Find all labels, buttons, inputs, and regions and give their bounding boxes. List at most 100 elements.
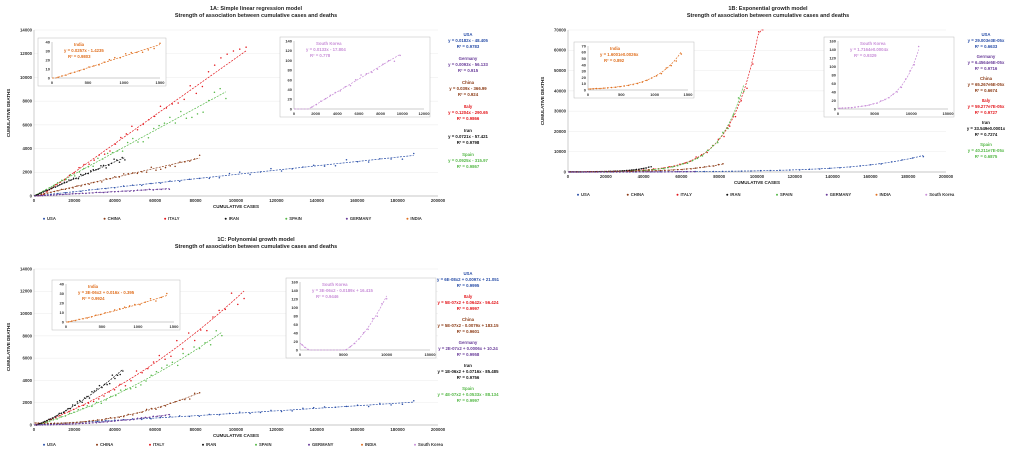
chart-1a-legend-item: GERMANY — [350, 216, 372, 221]
chart-1a-point-iran — [46, 189, 48, 191]
chart-1c-point-usa — [140, 418, 143, 421]
chart-1a-point-iran — [92, 168, 94, 171]
chart-1c-point-italy — [147, 367, 149, 370]
chart-1a-xtick-label: 140000 — [310, 198, 325, 203]
chart-1a-point-italy — [120, 136, 122, 139]
chart-1c-legend-marker — [202, 443, 204, 446]
chart-1a-inset-ytick-label: 40 — [288, 87, 293, 92]
chart-1a-inset-r2: R² = 0.9803 — [68, 54, 91, 59]
chart-1a-point-spain — [49, 187, 51, 189]
chart-1a-point-iran — [82, 174, 84, 176]
chart-1a-point-china — [136, 172, 139, 175]
chart-1b-point-germany — [656, 171, 659, 173]
chart-1c-point-spain — [95, 401, 98, 404]
chart-1b-inset-ytick-label: 140 — [829, 47, 836, 52]
chart-1b-point-germany — [572, 171, 575, 173]
chart-1c-point-germany — [121, 419, 123, 421]
chart-1b-inset-point-india — [636, 82, 639, 85]
chart-1a-inset-xtick-label: 1500 — [156, 80, 166, 85]
chart-1b-point-iran — [642, 167, 645, 170]
chart-1a-point-spain — [97, 157, 99, 159]
chart-1b-point-germany — [625, 171, 628, 173]
chart-1b-point-germany — [686, 170, 688, 173]
chart-1b-inset-point-india — [623, 85, 625, 87]
chart-1a-point-spain — [180, 110, 182, 113]
chart-1a-point-iran — [44, 190, 46, 192]
chart-1c-inset-point-india — [70, 320, 73, 322]
chart-1a-point-iran — [56, 185, 59, 187]
chart-1c-inset-point-skorea — [349, 345, 352, 348]
chart-1b-point-germany — [678, 170, 681, 173]
chart-1a-point-italy — [232, 50, 235, 52]
chart-1a-legend-marker — [345, 217, 348, 220]
chart-1b-point-italy — [757, 31, 760, 33]
chart-1b-inset-point-india — [603, 87, 605, 89]
chart-1c-point-iran — [114, 377, 116, 380]
chart-1b-inset-point-india — [670, 64, 672, 67]
chart-1b-xtick-label: 20000 — [600, 174, 613, 179]
chart-1b-legend-marker — [726, 193, 729, 196]
chart-1a-point-china — [92, 181, 95, 184]
chart-1b-point-spain — [743, 90, 745, 93]
chart-1b-point-china — [694, 167, 697, 169]
chart-1c-point-spain — [198, 347, 201, 350]
chart-1c-point-germany — [148, 416, 151, 419]
chart-1c-point-usa — [188, 415, 191, 418]
chart-1c-point-italy — [108, 391, 110, 393]
chart-1c-inset-frame — [285, 277, 437, 359]
chart-1c-inset-point-india — [99, 313, 102, 316]
chart-1c-point-iran — [40, 422, 43, 424]
chart-1c-point-germany — [132, 418, 135, 421]
chart-1b-point-china — [651, 170, 653, 172]
chart-1a-point-china — [88, 183, 90, 186]
chart-1a-legend-item: IRAN — [229, 216, 239, 221]
chart-1a-point-italy — [213, 64, 216, 66]
chart-1b-eq-formula: y = 59.277e7E-05x — [968, 104, 1005, 109]
chart-1b-point-china — [712, 165, 715, 167]
chart-1b-inset-point-india — [650, 77, 653, 79]
chart-1c-inset-point-india — [123, 306, 126, 308]
chart-1c-inset-point-india — [134, 303, 136, 306]
chart-1c-inset-xtick-label: 1000 — [134, 324, 144, 329]
chart-1a-point-germany — [78, 192, 80, 195]
chart-1c-inset-ytick-label: 160 — [291, 279, 298, 284]
chart-1a-point-iran — [110, 162, 113, 165]
chart-1c-point-iran — [44, 420, 46, 423]
chart-1a-point-usa — [150, 182, 152, 185]
chart-1a-point-usa — [259, 171, 262, 173]
chart-1c-inset-xtick-label: 0 — [65, 324, 68, 329]
chart-1a-point-usa — [280, 170, 283, 172]
chart-1a-point-iran — [108, 164, 110, 166]
chart-1c-point-italy — [59, 414, 61, 417]
chart-1a-inset-point-skorea — [360, 74, 362, 76]
chart-1b-legend-marker — [875, 193, 878, 196]
chart-1b-point-usa — [859, 165, 862, 167]
chart-1a-inset-point-india — [108, 58, 111, 61]
chart-1b-inset-point-india — [655, 75, 658, 77]
chart-1b-point-usa — [911, 157, 914, 159]
chart-1a-point-usa — [390, 158, 392, 160]
chart-1a-inset-point-india — [130, 51, 133, 54]
chart-1a-point-spain — [65, 178, 67, 181]
chart-1c-point-usa — [96, 420, 99, 423]
chart-1a-inset-point-skorea — [311, 106, 313, 108]
chart-1b-legend-item: SPAIN — [780, 192, 793, 197]
chart-1b-point-germany — [580, 171, 582, 173]
chart-1b-inset-point-skorea — [892, 93, 894, 96]
chart-1a-point-china — [184, 161, 186, 163]
chart-1c-point-spain — [77, 408, 80, 411]
chart-1c-inset-xtick-label: 5000 — [339, 352, 349, 357]
chart-1c-point-italy — [152, 361, 155, 363]
chart-1a-point-china — [84, 183, 86, 186]
chart-1a-trendline-spain — [33, 91, 227, 197]
chart-1b-point-germany — [591, 171, 593, 173]
chart-1c-inset-point-india — [90, 316, 93, 318]
chart-1c-ytick-label: 4000 — [22, 378, 32, 383]
chart-1b-eq-label: Italy — [982, 98, 991, 103]
chart-1c-point-spain — [91, 405, 93, 408]
chart-1a-point-china — [193, 158, 196, 160]
chart-1c-point-spain — [60, 416, 62, 418]
chart-1a-point-iran — [105, 167, 107, 169]
chart-1b-point-germany — [568, 171, 571, 173]
